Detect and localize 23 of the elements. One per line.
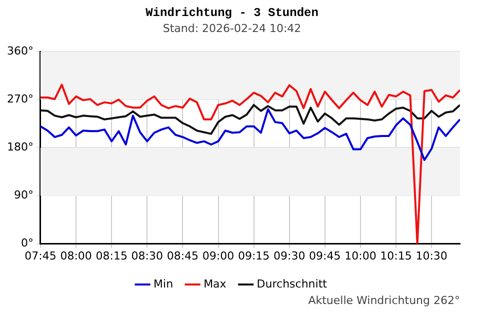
y-tick-label: 0° (20, 236, 34, 250)
x-tick-label: 09:45 (309, 249, 341, 262)
x-tick-label: 08:15 (96, 249, 128, 262)
x-tick-label: 10:15 (380, 249, 412, 262)
x-tick-label: 08:00 (60, 249, 92, 262)
x-tick-label: 10:30 (416, 249, 448, 262)
x-tick-label: 09:00 (202, 249, 234, 262)
chart-subtitle: Stand: 2026-02-24 10:42 (162, 22, 302, 35)
x-tick-label: 08:45 (166, 249, 199, 262)
y-tick-label: 90° (14, 188, 34, 202)
x-tick-label: 08:30 (131, 249, 163, 262)
x-tick-label: 07:45 (24, 249, 56, 262)
legend-label: Max (204, 277, 227, 290)
chart-title: Windrichtung - 3 Stunden (146, 6, 318, 20)
x-tick-label: 09:30 (274, 249, 306, 262)
y-tick-label: 180° (6, 140, 34, 154)
legend-label: Min (154, 277, 174, 290)
text: Aktuelle Windrichtung 262° (308, 294, 460, 307)
x-tick-label: 09:15 (238, 249, 270, 262)
y-tick-label: 360° (6, 44, 34, 58)
x-tick-label: 10:00 (344, 249, 376, 262)
y-tick-label: 270° (6, 92, 34, 106)
legend-label: Durchschnitt (256, 277, 328, 290)
